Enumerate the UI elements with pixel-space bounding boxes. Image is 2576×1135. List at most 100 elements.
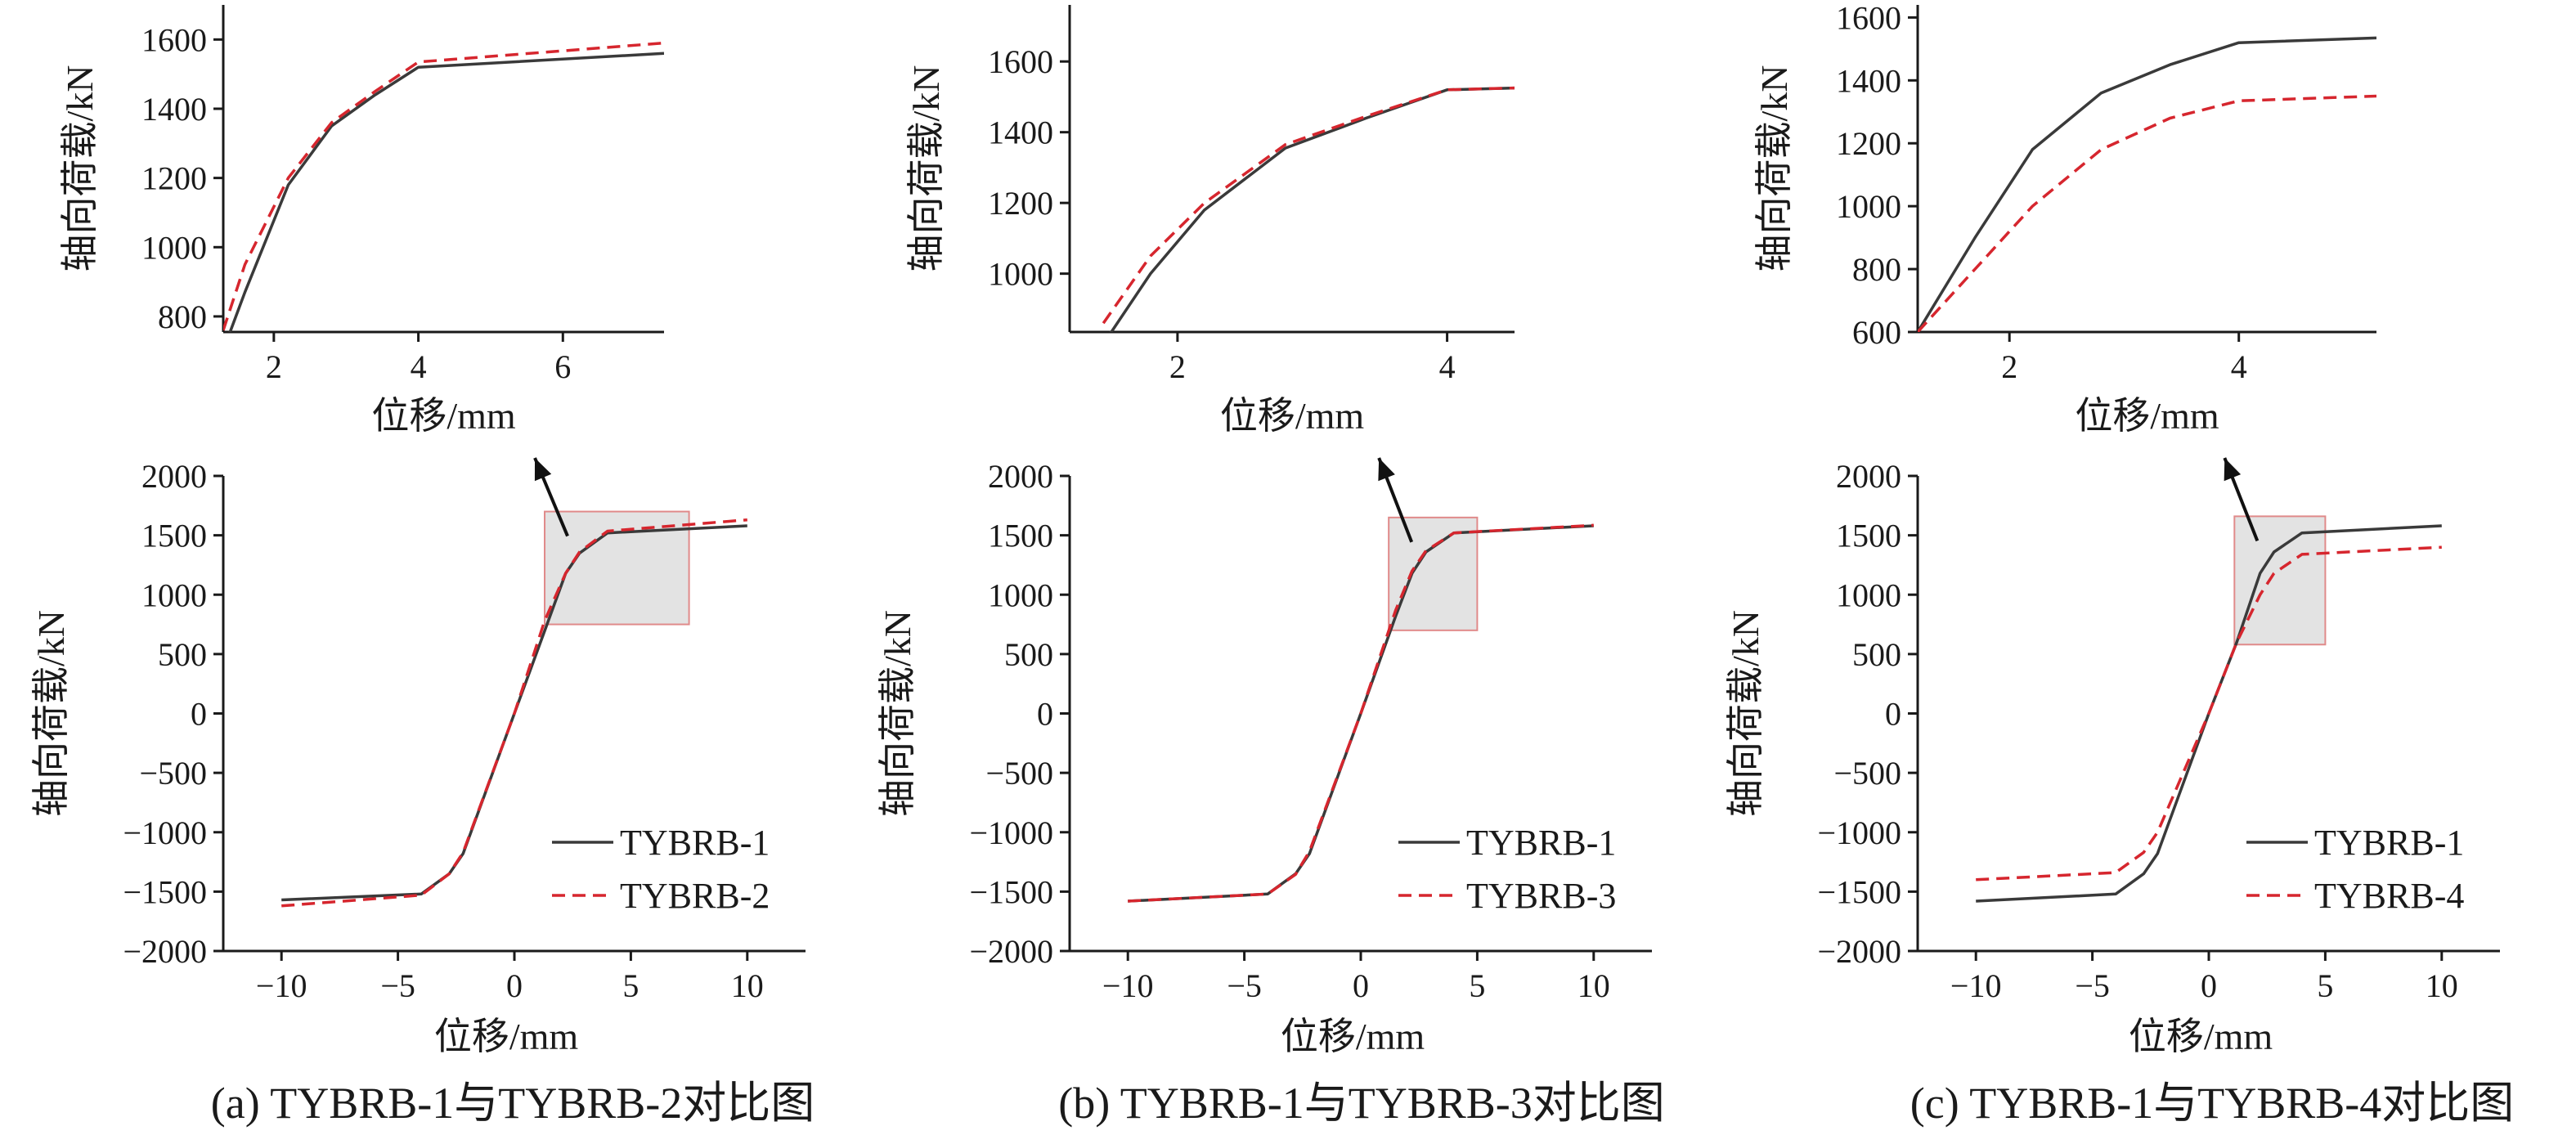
legend-label-series-2: TYBRB-4 <box>2314 876 2464 916</box>
main-series <box>1128 523 1594 903</box>
x-tick-label: −5 <box>380 967 415 1004</box>
legend-label-series-1: TYBRB-1 <box>620 823 770 863</box>
zoom-region <box>1388 516 1479 631</box>
main-axes: −10 −5 0 5 10 2000 1500 1000 500 0 −500 −1000 −1500 −… <box>1817 458 2500 1004</box>
inset-x-axis-label: 位移/mm <box>371 395 516 437</box>
inset-x-axis-label: 位移/mm <box>1220 395 1365 437</box>
main-axes: −10 −5 0 5 10 2000 1500 1000 500 0 −500 −1000 −1500 −… <box>123 458 806 1004</box>
x-tick-label: 10 <box>2426 967 2458 1004</box>
inset-y-axis-label: 轴向荷载/kN <box>1753 65 1795 272</box>
inset-y-axis-label: 轴向荷载/kN <box>905 65 947 272</box>
y-tick-label: 500 <box>1852 636 1901 673</box>
y-tick-label: 1600 <box>1836 0 1901 36</box>
y-tick-label: 500 <box>1004 636 1053 673</box>
y-tick-label: −1500 <box>123 873 207 910</box>
main-chart: −10 −5 0 5 10 2000 1500 1000 500 0 −500 −1000 −1500 −… <box>1725 457 2500 1057</box>
y-tick-label: 2000 <box>141 458 207 495</box>
y-tick-label: −1000 <box>123 814 207 851</box>
y-tick-label: −1500 <box>969 873 1053 910</box>
main-x-axis-label: 位移/mm <box>1281 1016 1425 1057</box>
y-tick-label: 1000 <box>988 256 1053 293</box>
x-tick-label: −10 <box>1102 967 1154 1004</box>
inset-axes: 2 4 1000 1200 1400 1600 <box>988 5 1515 385</box>
y-tick-label: 1200 <box>1836 125 1901 162</box>
y-tick-label: 1600 <box>141 21 207 58</box>
y-tick-label: 800 <box>1852 251 1901 288</box>
series-line-2 <box>223 41 664 331</box>
x-tick-label: 4 <box>411 348 427 385</box>
y-tick-label: −2000 <box>969 933 1053 970</box>
main-axes: −10 −5 0 5 10 2000 1500 1000 500 0 −500 −1000 −1500 −… <box>969 458 1652 1004</box>
main-y-axis-label: 轴向荷载/kN <box>1725 610 1766 817</box>
main-chart: −10 −5 0 5 10 2000 1500 1000 500 0 −500 −1000 −1500 −… <box>30 457 806 1057</box>
panel-caption: (a) TYBRB-1与TYBRB-2对比图 <box>211 1079 815 1128</box>
y-tick-label: 1000 <box>988 576 1053 613</box>
inset-series <box>1918 36 2376 332</box>
x-tick-label: 5 <box>2317 967 2333 1004</box>
legend: TYBRB-1 TYBRB-3 <box>1398 823 1616 916</box>
y-tick-label: −1000 <box>969 814 1053 851</box>
x-tick-label: 0 <box>506 967 523 1004</box>
y-tick-label: 500 <box>158 636 207 673</box>
y-tick-label: 2000 <box>1836 458 1901 495</box>
x-tick-label: 0 <box>1353 967 1369 1004</box>
x-tick-label: 4 <box>2231 348 2247 385</box>
main-y-axis-label: 轴向荷载/kN <box>877 610 918 817</box>
x-tick-label: −5 <box>1227 967 1262 1004</box>
y-tick-label: 1400 <box>141 91 207 128</box>
series-line-1 <box>1976 524 2442 903</box>
zoom-arrow <box>533 457 569 537</box>
legend-label-series-2: TYBRB-3 <box>1466 876 1616 916</box>
y-tick-label: −500 <box>139 755 207 792</box>
series-line-2 <box>1976 545 2442 882</box>
main-series <box>281 518 747 908</box>
x-tick-label: 2 <box>266 348 282 385</box>
x-tick-label: 10 <box>1577 967 1610 1004</box>
y-tick-label: −1000 <box>1817 814 1901 851</box>
y-tick-label: 1200 <box>988 185 1053 222</box>
y-tick-label: 0 <box>1037 696 1053 733</box>
y-tick-label: 1500 <box>141 518 207 554</box>
arrow-head <box>534 458 552 482</box>
y-tick-label: −500 <box>1833 755 1901 792</box>
x-tick-label: 6 <box>554 348 571 385</box>
x-tick-label: −5 <box>2075 967 2110 1004</box>
x-tick-label: 4 <box>1439 348 1456 385</box>
y-tick-label: 1000 <box>1836 576 1901 613</box>
y-tick-label: 1400 <box>988 114 1053 151</box>
y-tick-label: 1000 <box>141 229 207 266</box>
y-tick-label: −500 <box>985 755 1053 792</box>
x-tick-label: −10 <box>256 967 307 1004</box>
inset-series <box>1102 86 1515 332</box>
zoom-region <box>2233 515 2327 646</box>
y-tick-label: 0 <box>191 696 207 733</box>
inset-series <box>223 41 664 332</box>
series-line-1 <box>1918 36 2376 332</box>
x-tick-label: 0 <box>2201 967 2217 1004</box>
arrow-head <box>1378 458 1395 482</box>
y-tick-label: 1600 <box>988 43 1053 80</box>
x-tick-label: 5 <box>1469 967 1485 1004</box>
y-tick-label: 1000 <box>1836 188 1901 225</box>
y-tick-label: 1500 <box>1836 518 1901 554</box>
y-tick-label: −2000 <box>123 933 207 970</box>
y-tick-label: −1500 <box>1817 873 1901 910</box>
inset-y-axis-label: 轴向荷载/kN <box>59 65 101 272</box>
main-x-axis-label: 位移/mm <box>434 1016 579 1057</box>
zoom-box <box>1388 516 1479 631</box>
main-y-axis-label: 轴向荷载/kN <box>30 610 72 817</box>
y-tick-label: 1400 <box>1836 62 1901 99</box>
y-tick-label: 600 <box>1852 314 1901 351</box>
legend: TYBRB-1 TYBRB-4 <box>2246 823 2464 916</box>
y-tick-label: 1200 <box>141 160 207 197</box>
y-tick-label: 1000 <box>141 576 207 613</box>
series-line-2 <box>281 518 747 908</box>
arrow-head <box>2224 458 2242 482</box>
y-tick-label: 800 <box>158 298 207 335</box>
zoom-arrow <box>1377 457 1414 543</box>
panel-caption: (c) TYBRB-1与TYBRB-4对比图 <box>1910 1079 2515 1128</box>
legend-label-series-1: TYBRB-1 <box>2314 823 2464 863</box>
x-tick-label: 10 <box>731 967 764 1004</box>
x-tick-label: 2 <box>1169 348 1186 385</box>
